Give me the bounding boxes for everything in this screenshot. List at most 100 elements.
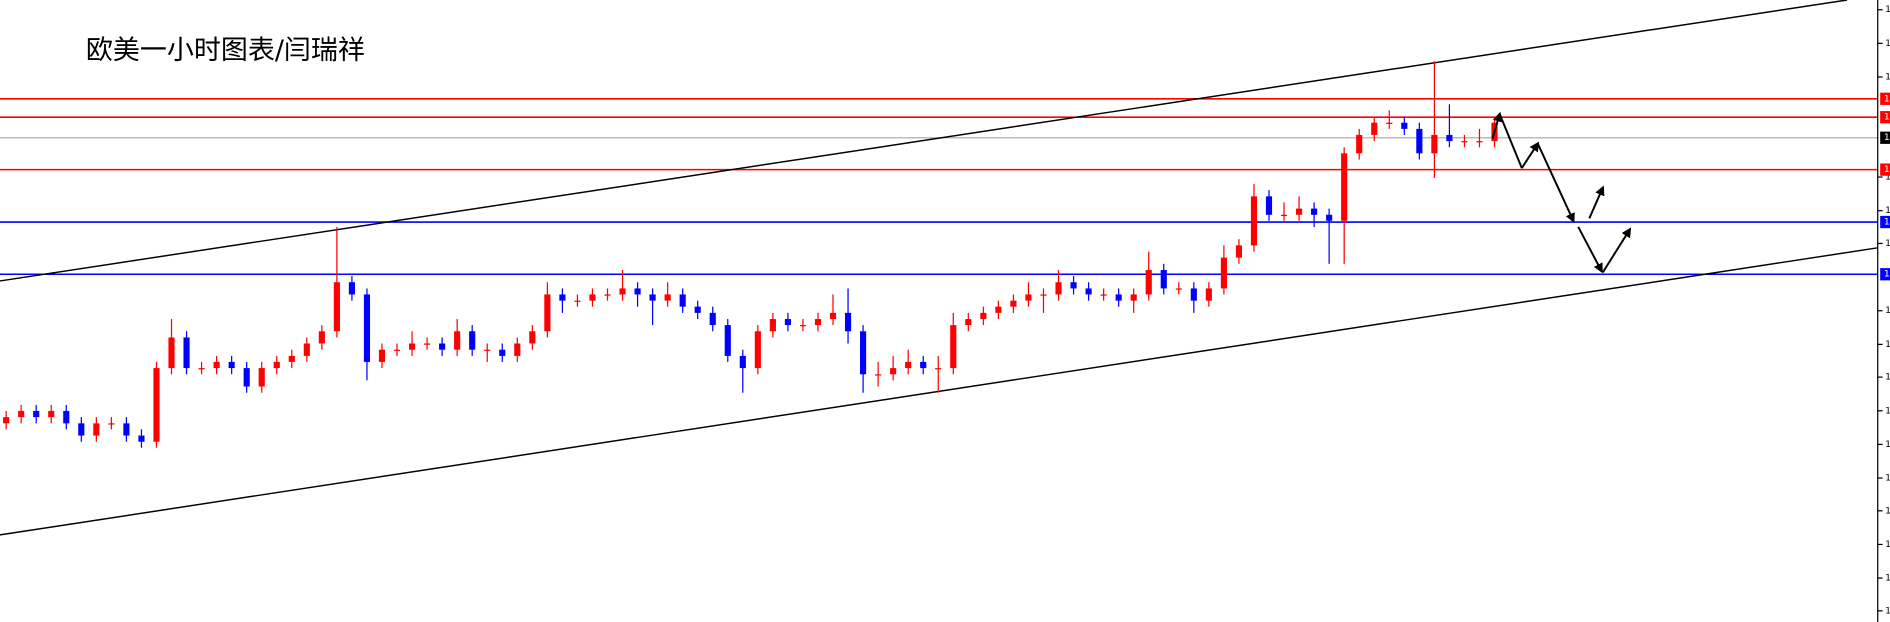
y-tick-label: 1.10110 xyxy=(1885,4,1890,15)
candle-body xyxy=(1250,196,1258,246)
candle-body xyxy=(484,349,491,351)
candles xyxy=(3,61,1498,448)
candle-body xyxy=(333,282,340,332)
candle-body xyxy=(258,368,265,387)
candle-body xyxy=(499,349,506,356)
candle-body xyxy=(995,306,1002,313)
y-tick-label: 1.09165 xyxy=(1885,172,1890,183)
y-tick-label: 1.07465 xyxy=(1885,473,1890,484)
y-tick-label: 1.07845 xyxy=(1885,405,1890,416)
candle-body xyxy=(724,325,731,356)
candle-body xyxy=(424,343,431,345)
candle-body xyxy=(920,361,927,369)
candle-body xyxy=(679,294,686,307)
candle-body xyxy=(1265,196,1273,215)
candle-body xyxy=(363,294,371,362)
candle-body xyxy=(980,312,987,320)
axis: 1.10110 1.09920 1.09730 1.09165 1.08975 1.087… xyxy=(1877,4,1890,616)
candle-body xyxy=(393,349,401,351)
candle-body xyxy=(1326,214,1333,221)
y-tick-label: 1.06715 xyxy=(1885,605,1890,616)
candle-body xyxy=(1190,288,1197,301)
candle-body xyxy=(1446,134,1453,142)
y-tick-label: 1.09920 xyxy=(1885,38,1890,49)
forecast-arrows xyxy=(1491,111,1632,274)
candle-body xyxy=(48,410,55,418)
candle-body xyxy=(303,343,310,356)
candle-body xyxy=(935,368,942,370)
level-label-box xyxy=(1880,131,1890,144)
candle-body xyxy=(408,343,416,350)
level-label: 1.09503 xyxy=(1884,112,1890,123)
candle-body xyxy=(844,312,852,332)
candle-body xyxy=(63,410,70,424)
candle-body xyxy=(1085,288,1092,295)
candle-body xyxy=(799,325,807,327)
level-label-box xyxy=(1880,268,1890,281)
candle-body xyxy=(243,368,250,387)
candle-body xyxy=(559,294,566,301)
candle-body xyxy=(950,325,957,369)
y-tick-label: 1.06900 xyxy=(1885,573,1890,584)
candle-body xyxy=(138,435,145,442)
candle-body xyxy=(769,319,776,332)
level-label: 1.08911 xyxy=(1884,217,1890,228)
candle-body xyxy=(1070,282,1077,289)
level-label: 1.09387 xyxy=(1884,132,1890,143)
candle-body xyxy=(78,423,85,436)
candle-body xyxy=(589,294,596,301)
candle-body xyxy=(860,331,867,375)
candle-body xyxy=(1431,134,1438,154)
candle-body xyxy=(1115,294,1122,301)
candle-body xyxy=(1145,270,1152,295)
candle-body xyxy=(1205,288,1212,301)
candle-body xyxy=(814,319,822,326)
y-tick-label: 1.07280 xyxy=(1885,505,1890,516)
candle-body xyxy=(288,355,295,362)
candle-body xyxy=(664,294,671,301)
candle-body xyxy=(649,294,656,301)
candle-body xyxy=(1235,245,1242,258)
candle-body xyxy=(213,361,220,369)
candle-body xyxy=(965,319,972,326)
candle-body xyxy=(1386,122,1393,124)
levels xyxy=(0,98,1878,276)
candle-body xyxy=(1356,134,1363,154)
level-label-box xyxy=(1880,163,1890,176)
candle-body xyxy=(514,343,521,356)
candle-body xyxy=(574,300,581,302)
candle-body xyxy=(1130,294,1137,301)
candle-body xyxy=(890,368,897,375)
candle-body xyxy=(318,331,325,344)
candle-body xyxy=(634,288,641,295)
candle-body xyxy=(3,417,10,424)
candle-body xyxy=(454,331,461,350)
candle-body xyxy=(739,355,746,369)
candle-body xyxy=(123,423,130,436)
y-tick-label: 1.08410 xyxy=(1885,305,1890,316)
candle-body xyxy=(1220,257,1227,289)
level-label: 1.09607 xyxy=(1884,93,1890,104)
chart-title: 欧美一小时图表/闫瑞祥 xyxy=(86,35,365,66)
candle-body xyxy=(1100,294,1107,296)
candle-body xyxy=(153,368,160,442)
candle-body xyxy=(378,349,386,362)
candle-body xyxy=(709,312,716,326)
candle-body xyxy=(1371,122,1378,135)
candle-body xyxy=(18,410,25,418)
candle-body xyxy=(604,294,611,296)
y-tick-label: 1.08975 xyxy=(1885,205,1890,216)
y-tick-label: 1.07655 xyxy=(1885,439,1890,450)
candle-body xyxy=(93,423,100,436)
y-tick-label: 1.07090 xyxy=(1885,539,1890,550)
y-tick-label: 1.08220 xyxy=(1885,339,1890,350)
candle-body xyxy=(694,306,701,313)
y-tick-label: 1.09730 xyxy=(1885,72,1890,83)
candle-body xyxy=(1055,282,1062,295)
candle-body xyxy=(1025,294,1032,301)
candle-body xyxy=(228,361,235,369)
level-label: 1.09207 xyxy=(1884,164,1890,175)
candle-body xyxy=(198,368,205,370)
level-label-box xyxy=(1880,111,1890,124)
candle-body xyxy=(1311,208,1318,215)
